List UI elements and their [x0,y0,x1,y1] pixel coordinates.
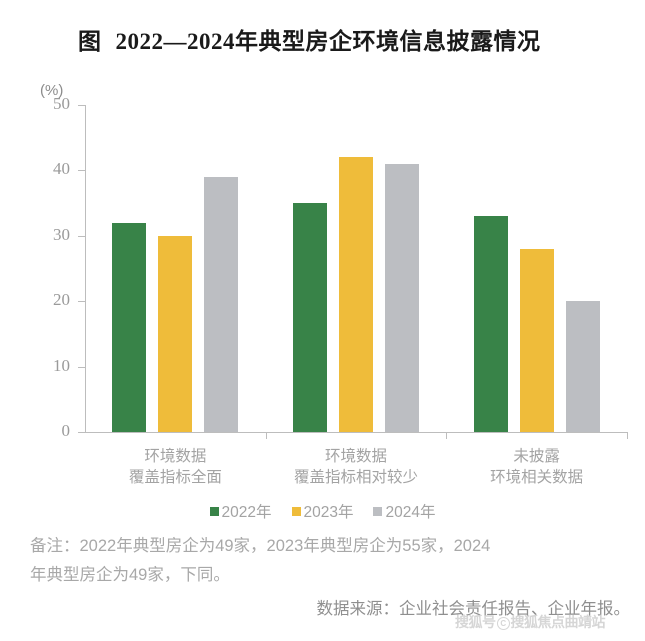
legend-label: 2023年 [303,504,354,521]
bar [473,216,508,432]
bar [112,222,147,432]
bar [339,157,373,432]
legend-item[interactable]: 2022年 [209,500,272,522]
y-axis-tick [78,301,85,303]
x-axis-line [85,432,627,433]
bar [293,203,327,432]
y-axis-tick-label: 50 [53,94,70,113]
figure-title-text: 2022—2024年典型房企环境信息披露情况 [115,29,541,54]
x-axis-category-label: 环境数据覆盖指标全面 [85,446,266,488]
bar-chart: (%) 0 10 20 30 40 50 环境数据 覆盖指标全面 环境数据 覆盖指标相对较少 未披… [0,80,645,500]
category-label-line: 未披露 [513,448,560,465]
y-axis-tick [78,432,85,433]
x-axis-category-label: 未披露 环境相关数据 [446,446,627,488]
category-label-line: 环境数据 [144,448,207,465]
legend-item[interactable]: 2023年 [291,500,354,522]
category-label-line: 环境数据 [324,448,387,465]
watermark-copyright-icon: C [496,616,510,630]
y-axis-tick-label: 0 [61,421,71,440]
y-axis-tick [78,235,85,237]
bar [204,176,239,432]
y-axis-tick-label: 20 [53,290,70,310]
legend-swatch-icon [209,506,219,516]
note-line-1: 备注：2022年典型房企为49家，2023年典型房企为55家，2024 [30,537,491,555]
plot-area [85,105,627,432]
x-axis-category-label: 环境数据覆盖指标相对较少 [266,446,447,488]
chart-legend: 2022年 2023年 2024年 [0,500,645,522]
legend-label: 2022年 [221,504,272,521]
legend-item[interactable]: 2024年 [373,500,435,522]
y-axis-tick [78,170,85,172]
bar [158,235,193,432]
chart-source: 数据来源：企业社会责任报告、企业年报。 [316,600,631,618]
y-axis-tick [78,105,85,106]
chart-note: 备注：2022年典型房企为49家，2023年典型房企为55家，2024 年典型房… [30,532,630,590]
y-axis-tick [78,366,85,368]
watermark-suffix: 搜狐焦点曲靖站 [510,614,606,630]
x-axis-separator [265,432,267,439]
y-axis-tick-label: 40 [53,159,70,179]
watermark-prefix: 搜狐号 [455,614,496,630]
legend-swatch-icon [373,506,383,516]
bar [565,301,600,432]
y-axis-tick-label: 10 [53,355,70,375]
legend-swatch-icon [291,506,301,516]
figure-label: 图 [78,29,102,54]
bar [519,248,554,432]
category-label-line: 环境相关数据 [490,469,584,486]
x-axis-separator [446,432,448,439]
y-axis-unit-label: (%) [40,82,64,99]
y-axis-line [85,105,86,433]
category-label-line: 覆盖指标相对较少 [293,469,418,486]
legend-label: 2024年 [385,504,436,521]
category-label-line: 覆盖指标全面 [128,469,222,486]
x-axis-separator [627,432,628,439]
bar [385,163,419,432]
y-axis-tick-label: 30 [53,224,70,244]
watermark: 搜狐号 C 搜狐焦点曲靖站 [455,612,605,632]
note-line-2: 年典型房企为49家，下同。 [30,566,230,584]
page-title: 图 2022—2024年典型房企环境信息披露情况 [78,22,541,56]
